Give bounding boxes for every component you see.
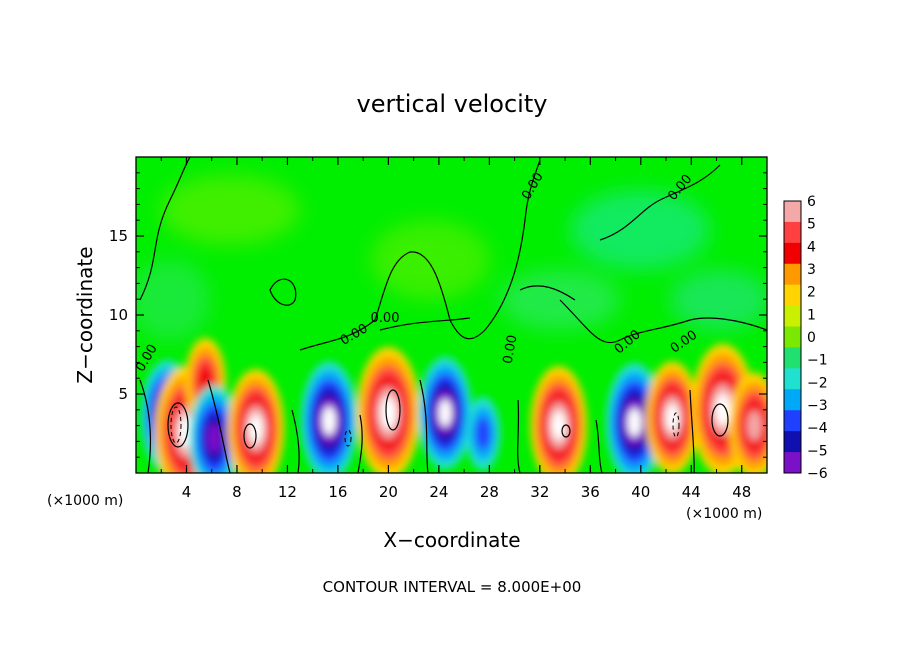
downdraft-cell: [627, 408, 642, 437]
x-unit-right: (×1000 m): [686, 506, 762, 522]
x-tick-label: 44: [682, 483, 701, 501]
colorbar-swatch: [784, 326, 801, 348]
x-tick-label: 4: [182, 483, 192, 501]
colorbar-swatch: [784, 263, 801, 286]
colorbar-label: 4: [807, 239, 816, 255]
colorbar-frame: [783, 200, 802, 474]
x-axis-label: X−coordinate: [383, 528, 520, 552]
downdraft-cell: [207, 423, 222, 454]
x-tick-label: 28: [480, 483, 499, 501]
plot-area: 0.00 0.000.000.000.00 0.00 0.000.00: [136, 157, 767, 473]
colorbar-swatch: [784, 389, 801, 411]
colorbar-swatch: [784, 410, 801, 432]
negative-contours: [170, 406, 680, 447]
colorbar-swatch: [784, 452, 801, 474]
updraft-cell: [249, 414, 263, 444]
contour-label: 0.00: [501, 334, 521, 365]
colorbar-swatch: [784, 431, 801, 453]
downdraft-cell: [322, 406, 336, 436]
colorbar: 6 5 4 3 2 1 0 −1 −2 −3 −4 −5 −6: [783, 194, 828, 482]
colorbar-swatch: [784, 368, 801, 390]
updraft-cell: [665, 404, 679, 432]
updraft-cell: [747, 410, 762, 441]
x-tick-label: 36: [581, 483, 600, 501]
x-axis: 4 8 12 16 20 24 28 32 36 40 44 48: [160, 157, 751, 501]
colorbar-label: −1: [807, 353, 828, 369]
x-tick-label: 12: [278, 483, 297, 501]
x-tick-label: 40: [631, 483, 650, 501]
x-tick-label: 16: [328, 483, 347, 501]
colorbar-swatch: [784, 284, 801, 307]
chart-title: vertical velocity: [357, 90, 548, 118]
x-tick-label: 8: [232, 483, 242, 501]
velocity-cells: [140, 338, 767, 473]
updraft-cell: [715, 393, 731, 426]
colorbar-label: −3: [807, 398, 828, 414]
x-tick-label: 20: [379, 483, 398, 501]
colorbar-swatch: [784, 242, 801, 265]
colorbar-label: 6: [807, 194, 816, 210]
colorbar-label: 2: [807, 285, 816, 301]
y-axis: 5 10 15: [109, 172, 767, 458]
y-tick-label: 15: [109, 227, 128, 245]
colorbar-swatch: [784, 347, 801, 369]
x-tick-label: 48: [732, 483, 751, 501]
x-tick-label: 24: [429, 483, 448, 501]
colorbar-swatch: [784, 221, 801, 244]
colorbar-label: −5: [807, 443, 828, 459]
y-tick-label: 5: [118, 385, 128, 403]
y-tick-label: 10: [109, 306, 128, 324]
downdraft-cell: [475, 417, 491, 450]
colorbar-swatch: [784, 201, 801, 223]
downdraft-cell: [438, 399, 452, 427]
colorbar-label: 5: [807, 217, 816, 233]
colorbar-label: −4: [807, 421, 828, 437]
colorbar-label: 0: [807, 330, 816, 346]
contour-lines: [139, 157, 767, 473]
updraft-cell: [380, 396, 397, 429]
colorbar-label: −2: [807, 375, 828, 391]
contour-interval-note: CONTOUR INTERVAL = 8.000E+00: [323, 578, 582, 596]
contour-label: 0.00: [371, 311, 400, 326]
colorbar-label: 1: [807, 307, 816, 323]
colorbar-label: 3: [807, 262, 816, 278]
x-unit-left: (×1000 m): [47, 493, 123, 509]
y-axis-label: Z−coordinate: [73, 246, 97, 383]
x-tick-label: 32: [530, 483, 549, 501]
colorbar-swatch: [784, 305, 801, 328]
colorbar-label: −6: [807, 466, 828, 482]
